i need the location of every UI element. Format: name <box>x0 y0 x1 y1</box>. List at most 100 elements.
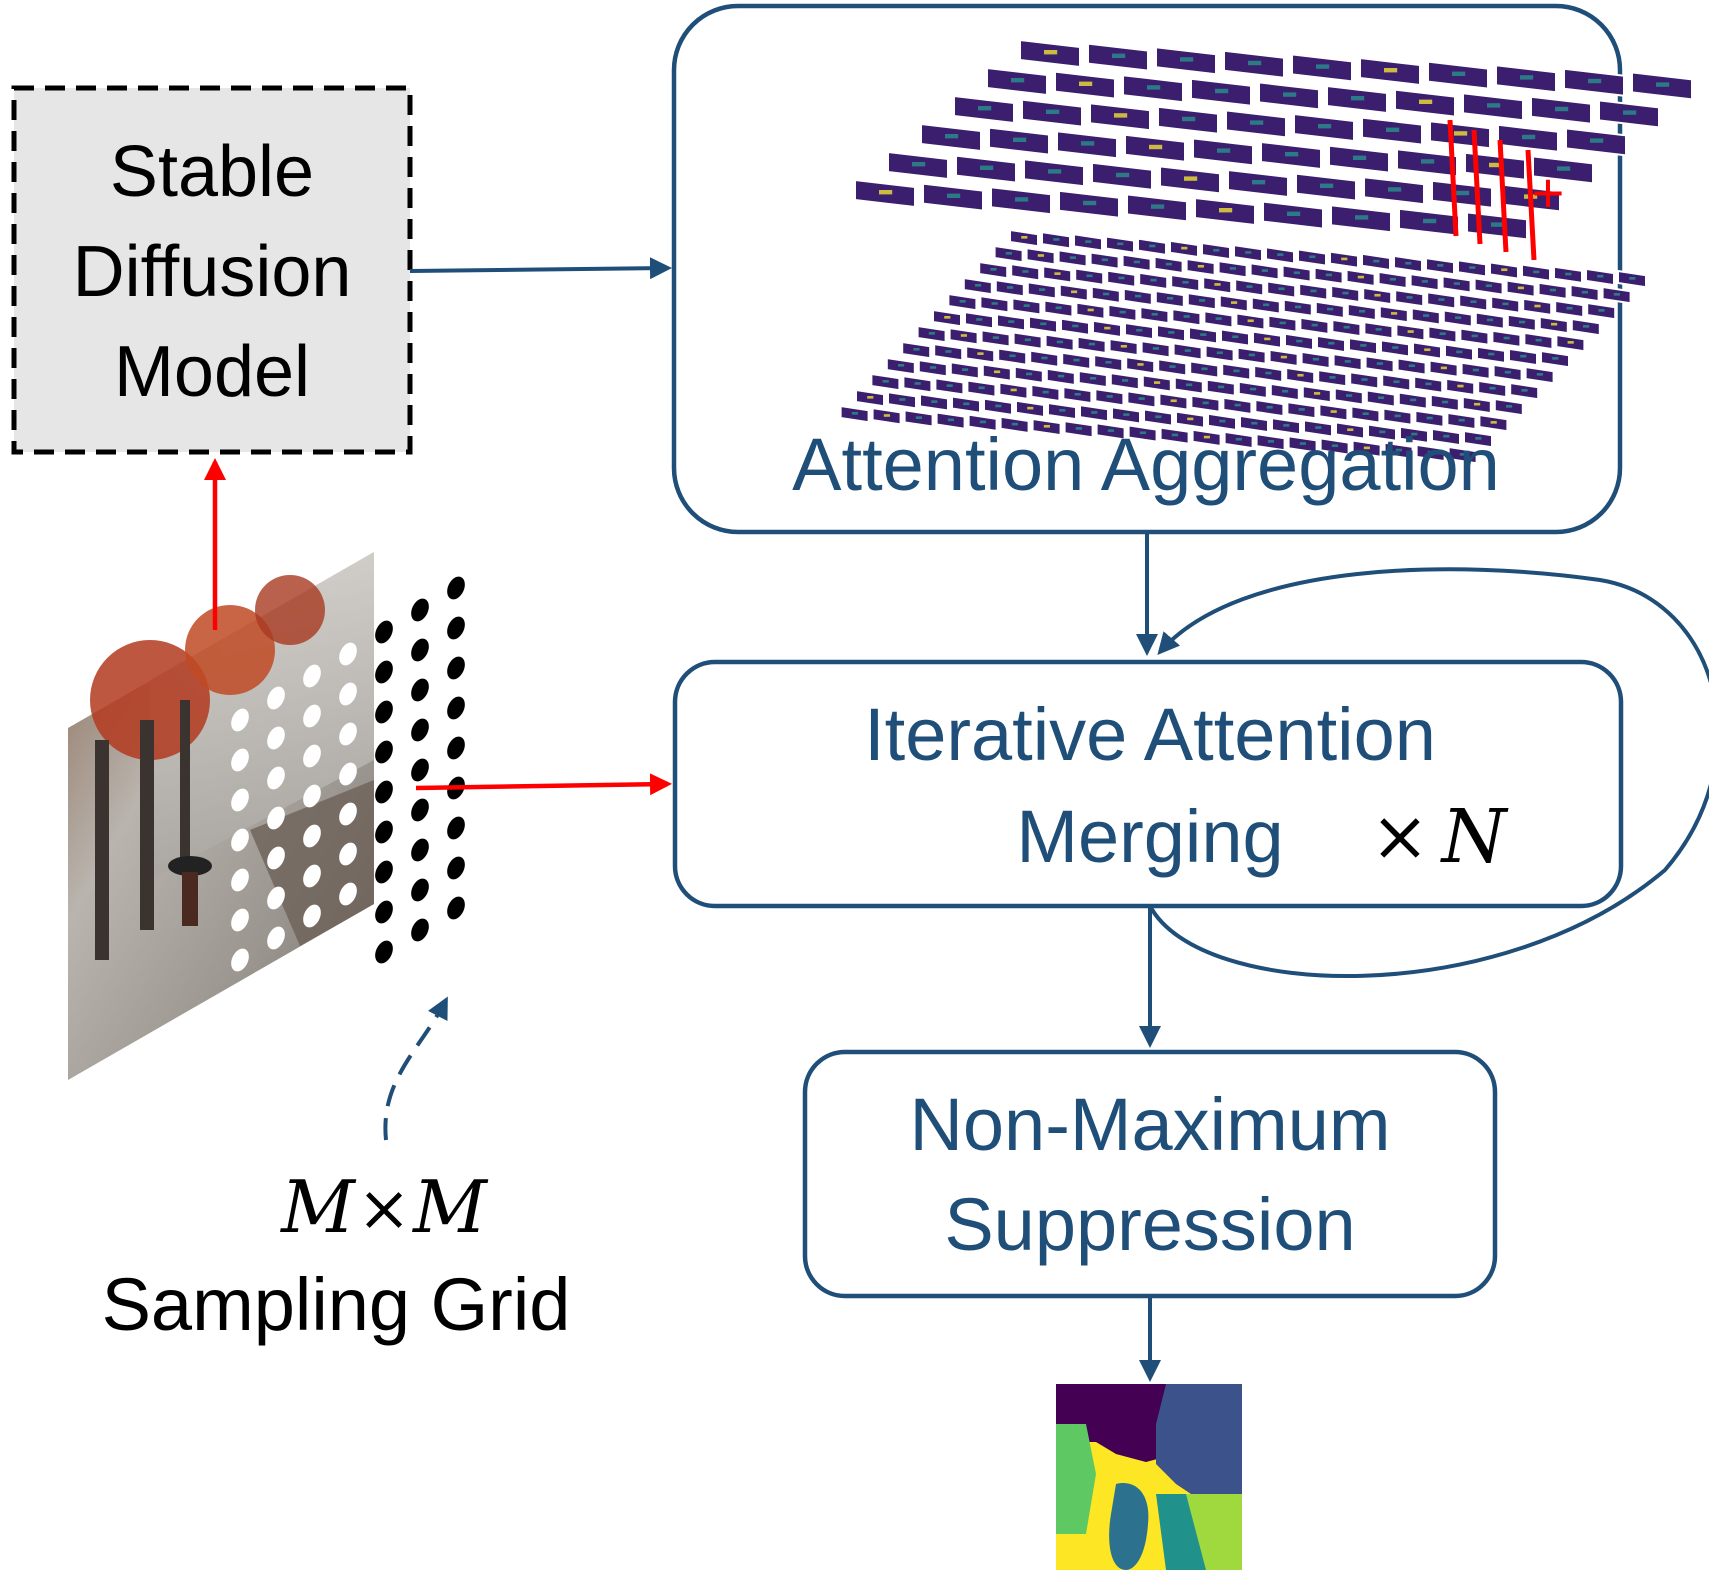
attention-hotspot <box>1353 155 1367 160</box>
attention-hotspot <box>1282 389 1289 393</box>
attention-hotspot <box>1266 405 1273 409</box>
attention-hotspot <box>1072 324 1079 328</box>
seg-building-region <box>1156 1384 1242 1504</box>
attention-hotspot <box>1458 418 1465 422</box>
attention-hotspot <box>913 348 920 351</box>
attention-hotspot <box>1405 261 1412 265</box>
attention-hotspot <box>1285 152 1299 157</box>
attention-hotspot <box>1491 222 1505 227</box>
attention-hotspot <box>1597 274 1604 278</box>
sampling-point-white <box>231 988 249 1012</box>
attention-hotspot <box>1438 298 1445 301</box>
attention-hotspot <box>1261 269 1268 272</box>
attention-hotspot <box>1215 317 1222 320</box>
attention-hotspot <box>1534 304 1541 308</box>
attention-hotspot <box>1022 270 1029 273</box>
attention-hotspot <box>1079 81 1093 86</box>
attention-hotspot <box>1490 421 1497 424</box>
attention-hotspot <box>1250 120 1264 125</box>
sampling-point-white <box>231 828 249 852</box>
attention-hotspot <box>1219 208 1233 213</box>
attention-hotspot <box>1250 387 1257 391</box>
sampling-point-white <box>231 788 249 812</box>
sampling-point-black <box>375 700 393 724</box>
attention-hotspot <box>1091 411 1098 414</box>
aggregation-plus-sign: + <box>1532 161 1565 224</box>
attention-hotspot <box>899 398 906 401</box>
attention-hotspot <box>1213 248 1220 252</box>
attention-hotspot <box>1581 290 1588 294</box>
attention-hotspot <box>1083 200 1097 206</box>
attention-hotspot <box>1485 284 1492 288</box>
attention-hotspot <box>1421 280 1428 283</box>
attention-hotspot <box>1489 162 1503 168</box>
attention-hotspot <box>1155 415 1162 419</box>
attention-hotspot <box>1506 405 1513 408</box>
attention-hotspot <box>1117 242 1124 246</box>
attention-hotspot <box>977 352 984 355</box>
attention-hotspot <box>1454 131 1468 136</box>
attention-hotspot <box>1107 429 1114 432</box>
sampling-point-white <box>339 842 357 866</box>
attention-hotspot <box>1009 354 1016 358</box>
aggregation-label: Attention Aggregation <box>792 423 1500 506</box>
attention-hotspot <box>1407 330 1414 333</box>
attention-hotspot <box>1202 401 1209 405</box>
sampling-point-black <box>375 780 393 804</box>
attention-hotspot <box>1549 288 1556 292</box>
sampling-point-black <box>411 878 429 902</box>
attention-hotspot <box>1233 369 1240 373</box>
attention-hotspot <box>1474 402 1481 406</box>
attention-hotspot <box>1533 270 1540 274</box>
merging-label-line2: Merging <box>1016 795 1283 878</box>
attention-hotspot <box>1248 60 1262 66</box>
attention-aggregation-box: Attention Aggregation + <box>671 3 1693 535</box>
attention-hotspot <box>1058 374 1065 378</box>
attention-hotspot <box>1287 211 1301 216</box>
attention-hotspot <box>1010 388 1017 392</box>
attention-hotspot <box>1411 432 1418 436</box>
attention-hotspot <box>1293 271 1300 275</box>
attention-hotspot <box>1214 283 1221 286</box>
aggregation-connector-line <box>1447 119 1459 237</box>
sampling-point-white <box>231 868 249 892</box>
attention-hotspot <box>1363 446 1370 450</box>
attention-hotspot <box>1184 176 1198 181</box>
attention-hotspot <box>1040 322 1047 326</box>
attention-hotspot <box>1218 385 1225 389</box>
arrow-model-to-aggregation <box>409 257 672 280</box>
attention-hotspot <box>851 412 858 415</box>
attention-hotspot <box>1283 92 1297 97</box>
attention-hotspot <box>1071 290 1078 294</box>
attention-hotspot <box>1328 341 1335 345</box>
attention-hotspot <box>1199 299 1206 302</box>
sampling-point-white <box>339 802 357 826</box>
aggregation-connector-line <box>1525 149 1537 261</box>
attention-hotspot <box>963 402 970 406</box>
attention-hotspot <box>1101 258 1108 262</box>
sampling-point-white <box>267 926 285 950</box>
sampling-grid-label: M × M Sampling Grid <box>102 1165 571 1346</box>
attention-hotspot <box>1112 53 1126 58</box>
sampling-point-white <box>267 766 285 790</box>
segmentation-output <box>1056 1384 1242 1570</box>
attention-hotspot <box>1424 348 1431 352</box>
sampling-point-black <box>411 758 429 782</box>
attention-hotspot <box>1026 372 1033 376</box>
attention-hotspot <box>1171 433 1178 437</box>
sampling-point-white <box>267 806 285 830</box>
attention-hotspot <box>1455 316 1462 320</box>
sampling-points-on-image <box>231 642 357 1052</box>
attention-hotspot <box>1656 82 1670 87</box>
attention-hotspot <box>931 400 938 403</box>
grid-times-symbol: × <box>357 1172 411 1246</box>
attention-hotspot <box>979 420 986 424</box>
seg-tree-region <box>1056 1424 1096 1534</box>
seg-figure-region <box>1109 1483 1149 1570</box>
attention-hotspot <box>1344 360 1351 363</box>
attention-hotspot <box>1598 309 1605 312</box>
sampling-point-black <box>447 816 465 840</box>
sampling-point-black <box>411 598 429 622</box>
attention-hotspot <box>1114 113 1128 118</box>
sampling-point-black <box>447 656 465 680</box>
